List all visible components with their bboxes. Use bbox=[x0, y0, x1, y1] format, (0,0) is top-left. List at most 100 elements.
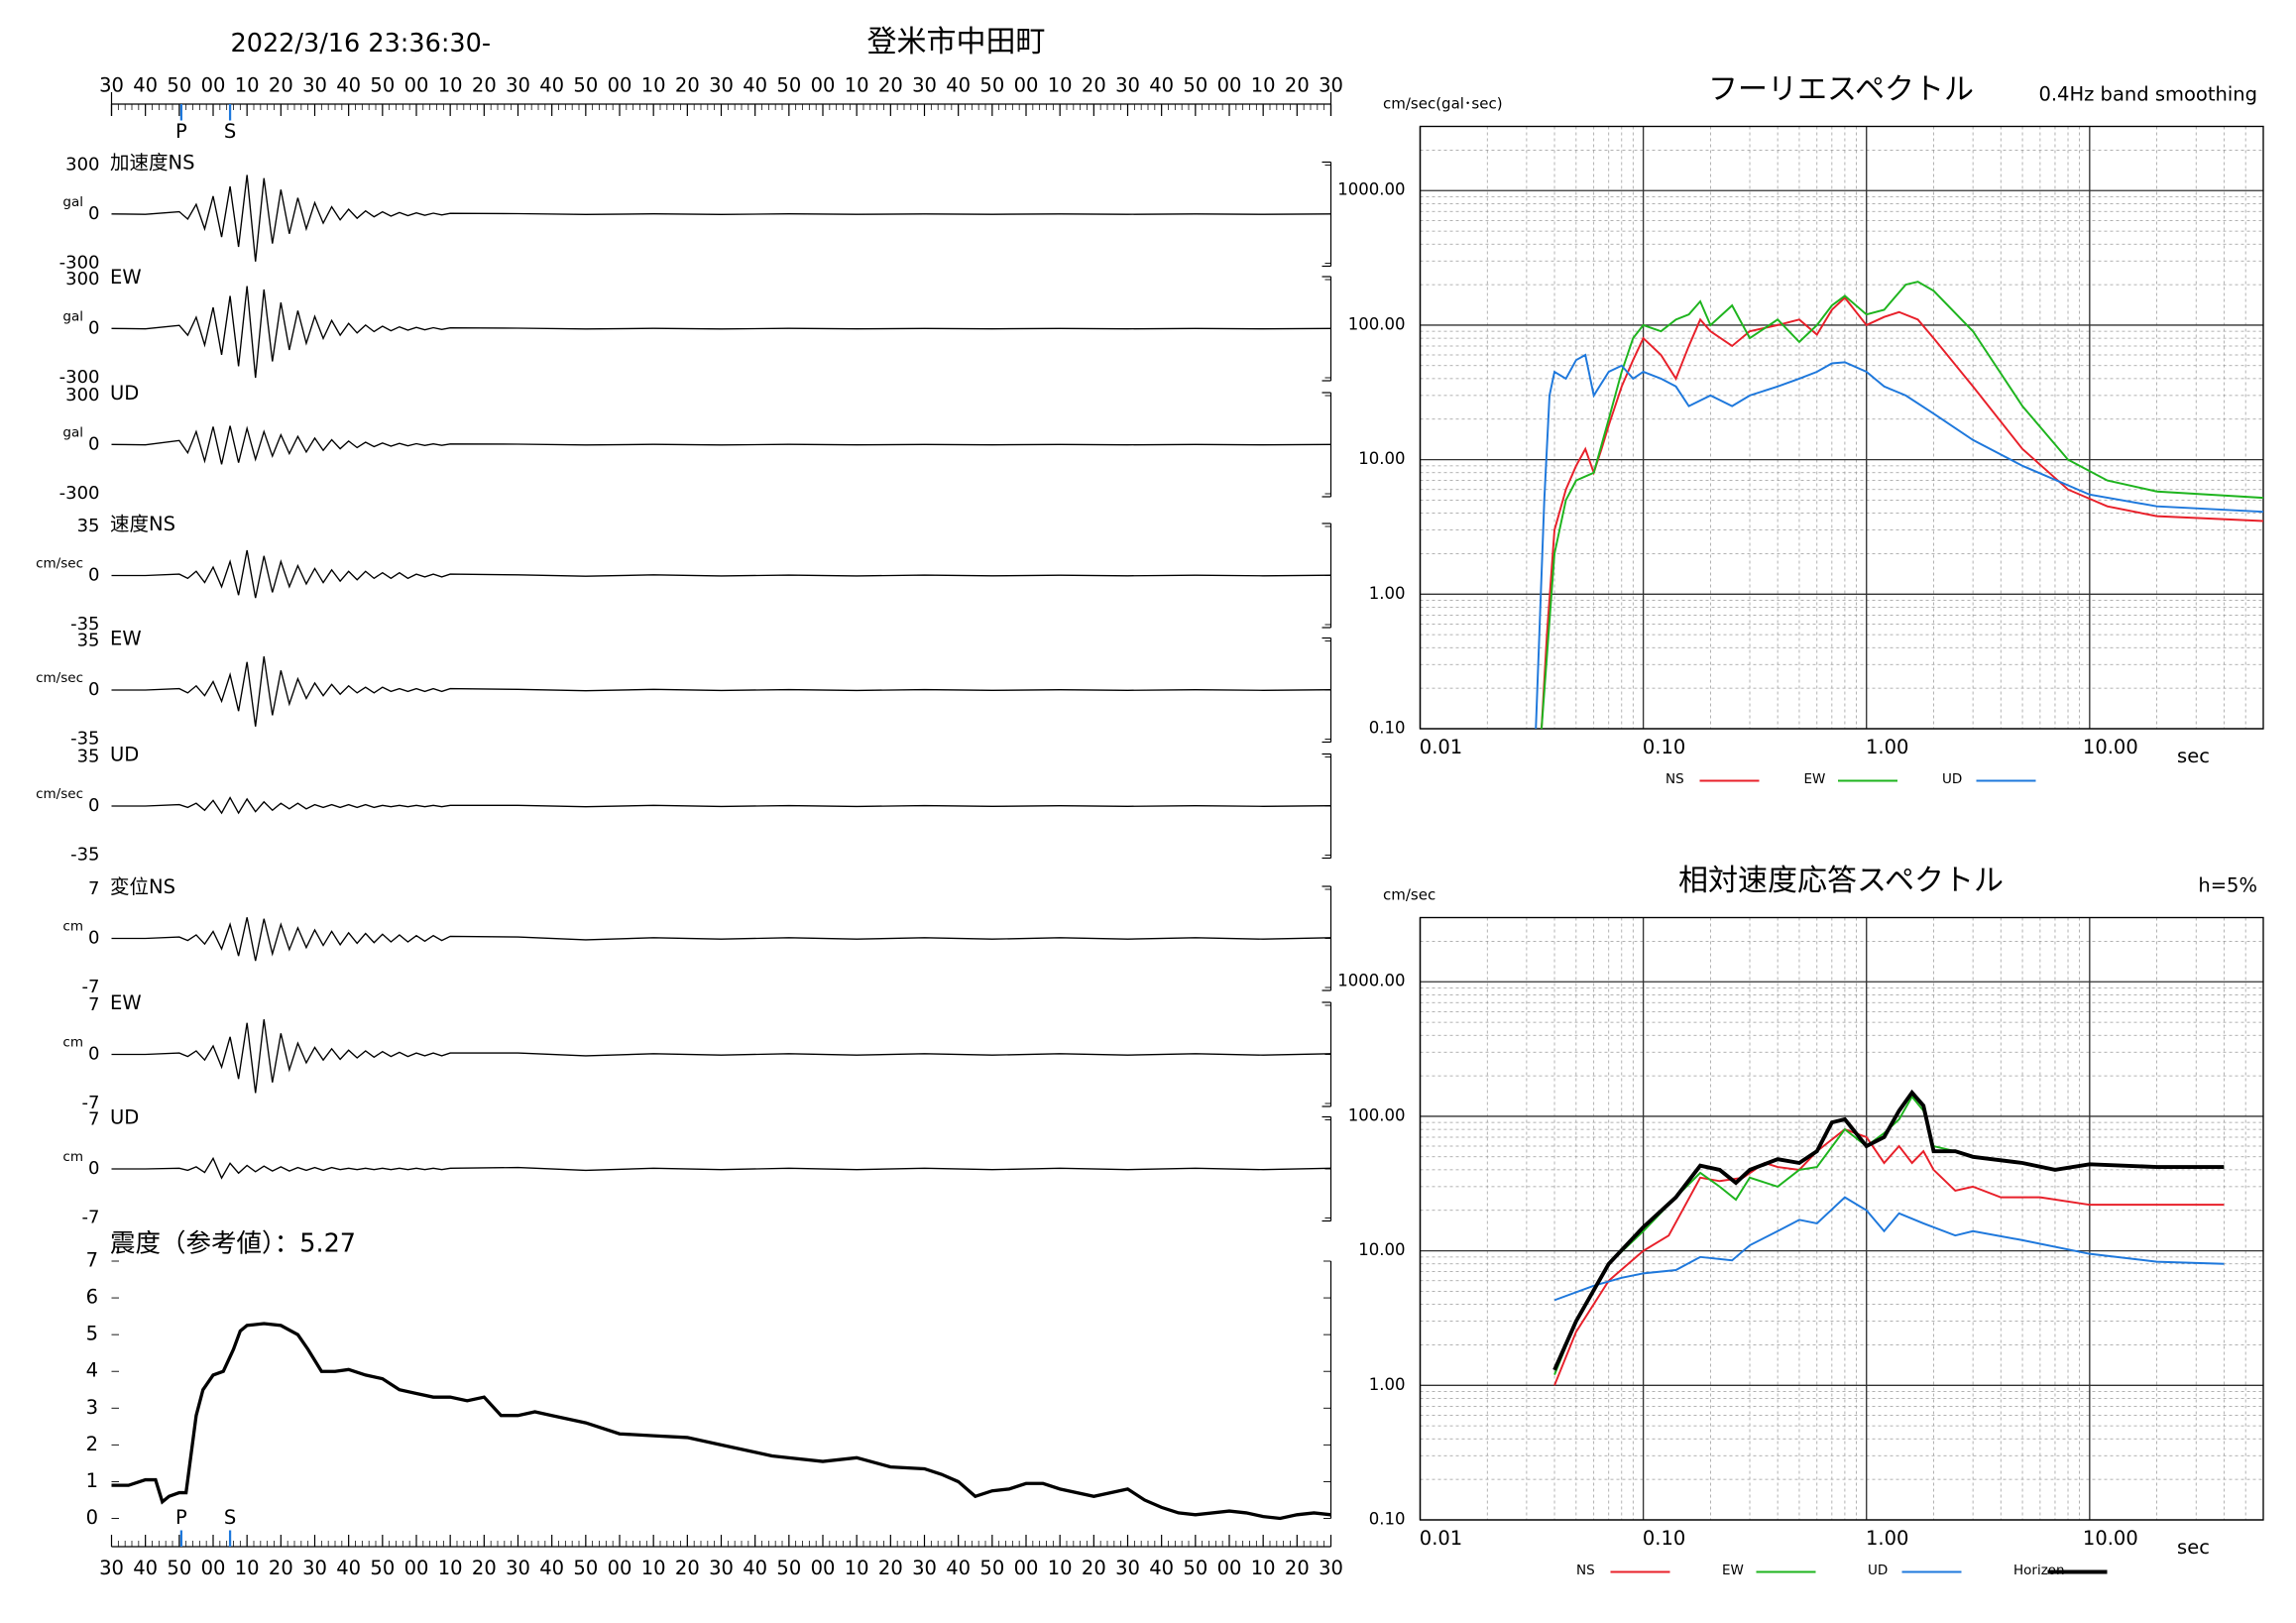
y-tick-label: 4 bbox=[86, 1359, 98, 1382]
legend-label: NS bbox=[1576, 1563, 1595, 1578]
y-tick-label: 300 bbox=[65, 155, 99, 175]
panel-label: EW bbox=[110, 628, 142, 650]
x-tick-label: 0.01 bbox=[1420, 1527, 1462, 1550]
x-tick-label: 50 bbox=[979, 74, 1004, 97]
x-tick-label: 20 bbox=[269, 74, 293, 97]
y-tick-label: 10.00 bbox=[1358, 449, 1405, 468]
x-tick-label: 0.01 bbox=[1420, 736, 1462, 758]
y-tick-label: 0 bbox=[88, 434, 99, 455]
y-tick-label: 7 bbox=[88, 878, 99, 899]
y-axis-label: cm/sec bbox=[1383, 886, 1435, 904]
y-tick-label: 0 bbox=[86, 1506, 98, 1529]
x-tick-label: 40 bbox=[133, 1557, 158, 1579]
waveform bbox=[111, 425, 1331, 465]
panel-label: UD bbox=[110, 382, 139, 405]
waveform bbox=[111, 1019, 1331, 1094]
x-tick-label: 30 bbox=[1319, 74, 1343, 97]
x-tick-label: 40 bbox=[336, 74, 361, 97]
panel-label: UD bbox=[110, 744, 139, 766]
spectrum-subtitle: h=5% bbox=[2198, 874, 2257, 897]
x-tick-label: 00 bbox=[811, 1557, 836, 1579]
unit-label: cm bbox=[62, 1149, 83, 1165]
legend-label: UD bbox=[1942, 771, 1962, 787]
y-tick-label: 0 bbox=[88, 318, 99, 339]
unit-label: cm bbox=[62, 1035, 83, 1051]
x-tick-label: 0.10 bbox=[1643, 1527, 1685, 1550]
waveform bbox=[111, 286, 1331, 379]
x-tick-label: 10 bbox=[235, 1557, 260, 1579]
spectrum-line bbox=[1541, 281, 2264, 730]
y-tick-label: -7 bbox=[82, 1093, 100, 1113]
x-tick-label: 30 bbox=[1115, 74, 1140, 97]
x-tick-label: 00 bbox=[404, 1557, 429, 1579]
waveform bbox=[111, 796, 1331, 815]
x-tick-label: 10 bbox=[641, 74, 666, 97]
y-tick-label: 2 bbox=[86, 1433, 98, 1455]
x-tick-label: 50 bbox=[1183, 1557, 1207, 1579]
x-tick-label: 00 bbox=[608, 1557, 632, 1579]
x-tick-label: 00 bbox=[1014, 1557, 1039, 1579]
x-tick-label: 40 bbox=[1149, 74, 1174, 97]
phase-label: S bbox=[224, 1506, 236, 1529]
x-tick-label: 10.00 bbox=[2083, 736, 2138, 758]
y-tick-label: 10.00 bbox=[1358, 1240, 1405, 1259]
unit-label: cm/sec bbox=[36, 670, 83, 686]
x-tick-label: 40 bbox=[133, 74, 158, 97]
x-tick-label: 40 bbox=[946, 74, 971, 97]
x-tick-label: 40 bbox=[743, 1557, 767, 1579]
y-tick-label: 1 bbox=[86, 1469, 98, 1492]
x-tick-label: 00 bbox=[1217, 74, 1242, 97]
x-tick-label: 10.00 bbox=[2083, 1527, 2138, 1550]
y-tick-label: 0 bbox=[88, 928, 99, 949]
y-tick-label: 35 bbox=[77, 747, 100, 767]
legend-label: UD bbox=[1868, 1563, 1888, 1578]
legend-label: EW bbox=[1804, 771, 1826, 787]
x-tick-label: 40 bbox=[539, 1557, 564, 1579]
y-tick-label: -35 bbox=[70, 729, 99, 750]
y-tick-label: 100.00 bbox=[1348, 314, 1406, 333]
x-tick-label: 00 bbox=[811, 74, 836, 97]
plot-frame bbox=[1419, 125, 2264, 730]
x-tick-label: 50 bbox=[370, 74, 395, 97]
unit-label: gal bbox=[62, 194, 83, 210]
x-tick-label: 30 bbox=[302, 74, 327, 97]
x-tick-label: 30 bbox=[709, 1557, 734, 1579]
plot-frame bbox=[1419, 916, 2264, 1521]
x-tick-label: 10 bbox=[845, 74, 869, 97]
y-tick-label: 1000.00 bbox=[1337, 180, 1405, 199]
x-tick-label: 00 bbox=[1217, 1557, 1242, 1579]
x-tick-label: 20 bbox=[472, 1557, 497, 1579]
x-tick-label: 50 bbox=[979, 1557, 1004, 1579]
x-tick-label: 10 bbox=[845, 1557, 869, 1579]
x-tick-label: 20 bbox=[675, 74, 700, 97]
waveform bbox=[111, 549, 1331, 599]
x-tick-label: 10 bbox=[1048, 1557, 1073, 1579]
y-tick-label: 1000.00 bbox=[1337, 972, 1405, 990]
x-tick-label: 20 bbox=[1082, 1557, 1106, 1579]
phase-label: P bbox=[175, 120, 187, 143]
x-tick-label: 10 bbox=[235, 74, 260, 97]
x-tick-label: 40 bbox=[539, 74, 564, 97]
spectrum-line bbox=[1541, 295, 2264, 730]
legend-label: Horizon bbox=[2013, 1563, 2065, 1578]
x-tick-label: 30 bbox=[1115, 1557, 1140, 1579]
x-axis-label: sec bbox=[2177, 745, 2210, 767]
x-tick-label: 40 bbox=[743, 74, 767, 97]
x-tick-label: 40 bbox=[336, 1557, 361, 1579]
y-tick-label: 5 bbox=[86, 1323, 98, 1345]
x-tick-label: 20 bbox=[878, 74, 903, 97]
x-tick-label: 30 bbox=[1319, 1557, 1343, 1579]
y-tick-label: -300 bbox=[59, 253, 100, 274]
x-axis-label: sec bbox=[2177, 1536, 2210, 1559]
x-tick-label: 50 bbox=[776, 74, 801, 97]
y-tick-label: 0 bbox=[88, 203, 99, 224]
x-tick-label: 30 bbox=[506, 1557, 530, 1579]
station-title: 登米市中田町 bbox=[867, 25, 1046, 59]
waveform bbox=[111, 655, 1331, 727]
panel-label: 加速度NS bbox=[110, 152, 194, 174]
x-tick-label: 50 bbox=[370, 1557, 395, 1579]
y-tick-label: 300 bbox=[65, 269, 99, 290]
x-tick-label: 50 bbox=[573, 1557, 598, 1579]
